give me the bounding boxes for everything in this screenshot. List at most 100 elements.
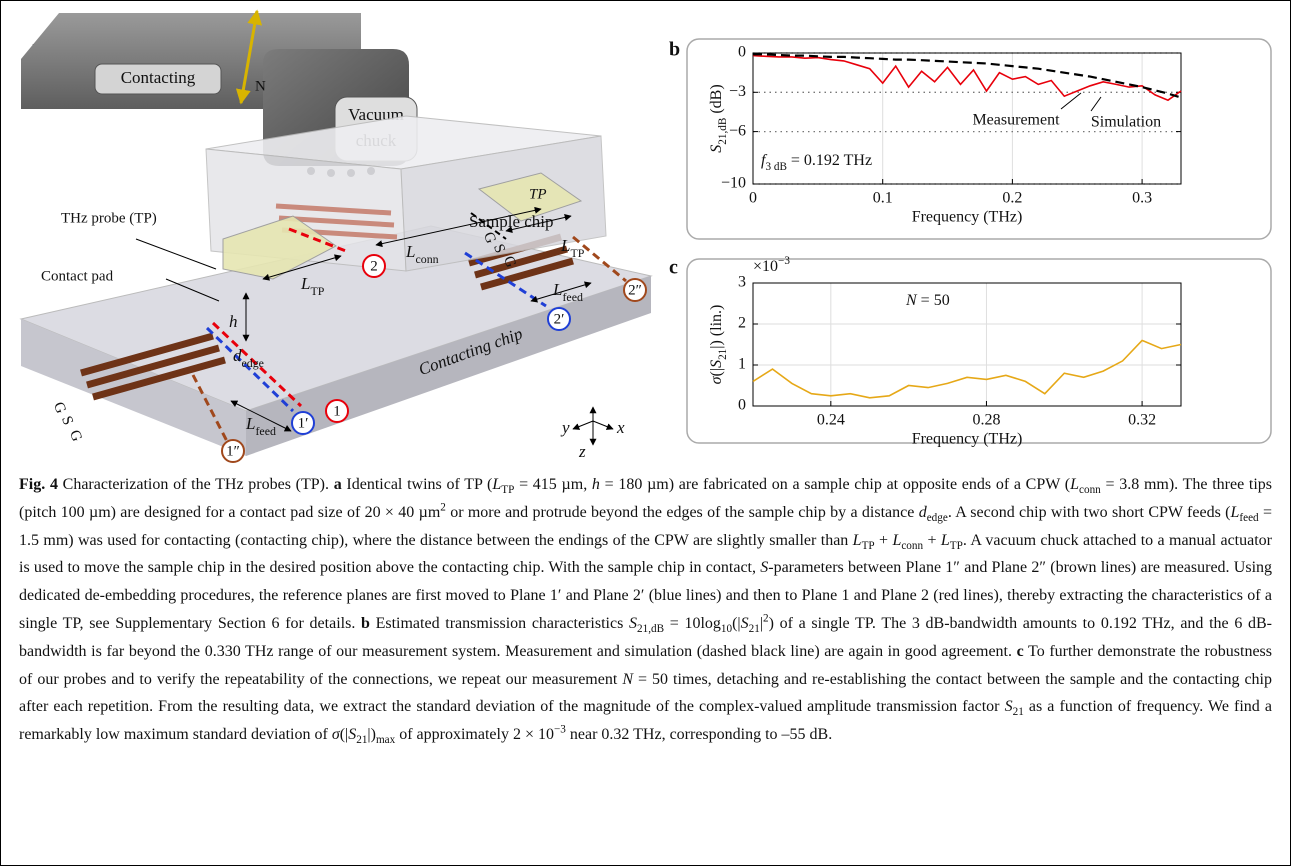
label: G [480, 230, 499, 246]
y-axis-label: σ(|S21|) (lin.) [708, 305, 729, 385]
text-run: TP [570, 246, 584, 260]
x-tick-label: 0.1 [873, 190, 893, 207]
text-run: feed [562, 290, 583, 304]
text-run: 21,dB [637, 623, 665, 636]
panel-box [686, 38, 1272, 240]
plane-label: 1 [333, 403, 341, 419]
text-run: L [245, 414, 255, 433]
label: dedge [233, 346, 264, 370]
text-run: 21 [717, 349, 729, 360]
leader-line [165, 278, 220, 302]
plane-label: 1″ [226, 443, 240, 459]
axis-label: z [578, 442, 586, 461]
text-run: + [923, 531, 941, 549]
label: Lfeed [552, 280, 583, 304]
text-run: Fig. 4 [19, 476, 58, 493]
dimension-arrow [530, 281, 592, 303]
text-run: feed [1239, 511, 1259, 524]
text-run: near 0.32 THz, corresponding to –55 dB. [565, 726, 833, 744]
legend-label: Simulation [1091, 114, 1161, 131]
plane-markers [221, 254, 647, 463]
text-run: Identical twins of TP ( [341, 476, 493, 493]
annotation: f3 dB = 0.192 THz [761, 152, 872, 173]
y-axis-label: S21,dB (dB) [708, 84, 729, 152]
text-run: max [375, 734, 396, 747]
text-run: |) (lin.) [708, 305, 725, 349]
text-run: f [761, 152, 768, 169]
plane-label: 2″ [628, 282, 642, 298]
label: Contacting [121, 68, 196, 87]
text-run: S [708, 145, 725, 153]
text-run: as a function of frequency. We find a re… [19, 698, 1272, 744]
text-run: h [229, 312, 238, 331]
text-run: 10 [720, 623, 733, 636]
text-run: conn [1079, 484, 1101, 497]
label-box [94, 63, 222, 95]
x-tick-label: 0.24 [817, 412, 845, 429]
plot-frame [752, 282, 1182, 407]
text-run: (dB) [708, 84, 725, 117]
text-run: −3 [778, 255, 790, 267]
text-run: L [300, 274, 310, 293]
y-tick-label: 0 [738, 44, 746, 61]
x-axis-label: Frequency (THz) [912, 209, 1023, 226]
text-run: 21,dB [717, 118, 729, 145]
text-run: = 3.8 mm). The three tips (pitch 100 µm)… [19, 476, 1272, 521]
text-run: = 415 µm, [514, 476, 592, 493]
text-run: a [333, 476, 342, 493]
text-run: . A second chip with two short CPW feeds… [947, 503, 1231, 521]
text-run: conn [415, 252, 438, 266]
text-run: L [892, 531, 902, 549]
text-run: edge [242, 356, 264, 370]
text-run: TP [501, 484, 515, 497]
series-line [752, 54, 1182, 102]
x-tick-label: 0 [749, 190, 757, 207]
text-run: N [622, 670, 633, 688]
text-run: = 10log [664, 614, 721, 632]
y-tick-label: 1 [738, 356, 746, 373]
text-run: d [918, 503, 927, 521]
text-run: L [1230, 503, 1240, 521]
text-run: + [874, 531, 893, 549]
plane-line [205, 326, 295, 413]
text-run: L [1070, 476, 1080, 493]
panel-label: c [669, 257, 678, 279]
text-run: L [552, 280, 562, 299]
x-tick-label: 0.28 [972, 412, 1000, 429]
force-arrow [235, 9, 263, 105]
leader-line [135, 238, 217, 270]
y-tick-label: −3 [729, 83, 746, 100]
series-line [753, 53, 1182, 99]
panel-box [686, 258, 1272, 444]
x-tick-label: 0.3 [1132, 190, 1152, 207]
series-line [752, 339, 1182, 399]
annotation: N = 50 [905, 292, 950, 309]
text-run: 21 [1012, 706, 1024, 719]
label: LTP [560, 236, 585, 260]
axis-label: y [560, 418, 570, 437]
axis-multiplier: ×10−3 [753, 255, 790, 275]
text-run: 2 [763, 612, 769, 625]
label: Lconn [405, 242, 439, 266]
text-run: 21 [356, 734, 368, 747]
text-run: of approximately 2 × 10 [395, 726, 554, 744]
text-run: |) [367, 726, 376, 744]
y-tick-label: −6 [729, 122, 746, 139]
plane-label: 1′ [298, 415, 309, 431]
text-run: b [361, 614, 370, 632]
text-run: S [1004, 698, 1013, 716]
text-run: TP [310, 284, 324, 298]
label: Lfeed [245, 414, 276, 438]
x-tick-label: 0.32 [1128, 412, 1156, 429]
plane-label: 2 [370, 258, 378, 274]
y-tick-label: 3 [738, 274, 746, 291]
text-run: L [492, 476, 502, 493]
text-run: -parameters between Plane 1″ and Plane 2… [19, 559, 1273, 632]
text-run: = 50 [917, 292, 950, 309]
text-run: L [940, 531, 950, 549]
text-run: = 1.5 mm) was used for contacting (conta… [19, 503, 1272, 549]
y-tick-label: 0 [738, 397, 746, 414]
text-run: N [905, 292, 918, 309]
label: h [229, 312, 238, 331]
panel-label: b [669, 39, 680, 61]
